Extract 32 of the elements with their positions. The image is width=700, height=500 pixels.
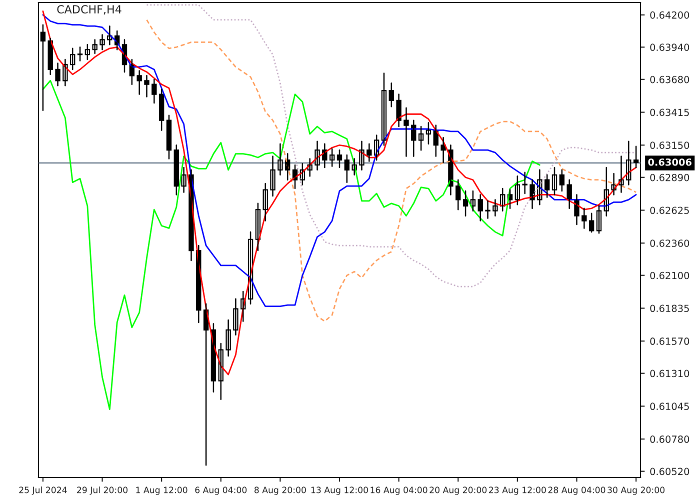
y-tick-label: 0.64200 (650, 11, 690, 19)
y-tick-label: 0.61310 (650, 370, 690, 378)
chart-title: CADCHF,H4 (57, 5, 122, 15)
y-tick-label: 0.61835 (650, 304, 689, 312)
x-tick-label: 25 Jul 2024 (19, 486, 67, 495)
x-tick-label: 1 Aug 12:00 (136, 486, 188, 495)
x-tick-label: 20 Aug 20:00 (430, 486, 487, 495)
line-series (146, 19, 637, 322)
y-tick-label: 0.61570 (650, 338, 690, 345)
y-tick-label: 0.63415 (650, 108, 689, 116)
y-tick-label: 0.62625 (650, 206, 689, 214)
ref-line-label: 0.63006 (648, 158, 692, 166)
x-tick-label: 23 Aug 12:00 (489, 486, 546, 495)
x-tick-label: 13 Aug 12:00 (311, 486, 368, 495)
y-tick-label: 0.63150 (650, 142, 690, 149)
y-tick-label: 0.61045 (650, 402, 689, 410)
line-series (146, 4, 637, 288)
y-tick-label: 0.60520 (650, 468, 690, 476)
y-tick-label: 0.63680 (650, 76, 690, 84)
x-tick-label: 16 Aug 04:00 (370, 486, 428, 495)
x-tick-label: 8 Aug 20:00 (254, 486, 306, 495)
line-series (42, 14, 637, 308)
y-tick-label: 0.62360 (650, 240, 690, 247)
y-tick-label: 0.63940 (650, 44, 690, 51)
y-tick-label: 0.60780 (650, 436, 690, 443)
y-tick-label: 0.62890 (650, 174, 690, 182)
x-tick-label: 29 Jul 20:00 (77, 486, 128, 495)
x-tick-label: 6 Aug 04:00 (195, 486, 247, 495)
line-series (42, 80, 540, 410)
x-tick-label: 28 Aug 04:00 (548, 486, 606, 495)
x-tick-label: 30 Aug 20:00 (608, 486, 665, 495)
y-tick-label: 0.62100 (650, 272, 690, 280)
